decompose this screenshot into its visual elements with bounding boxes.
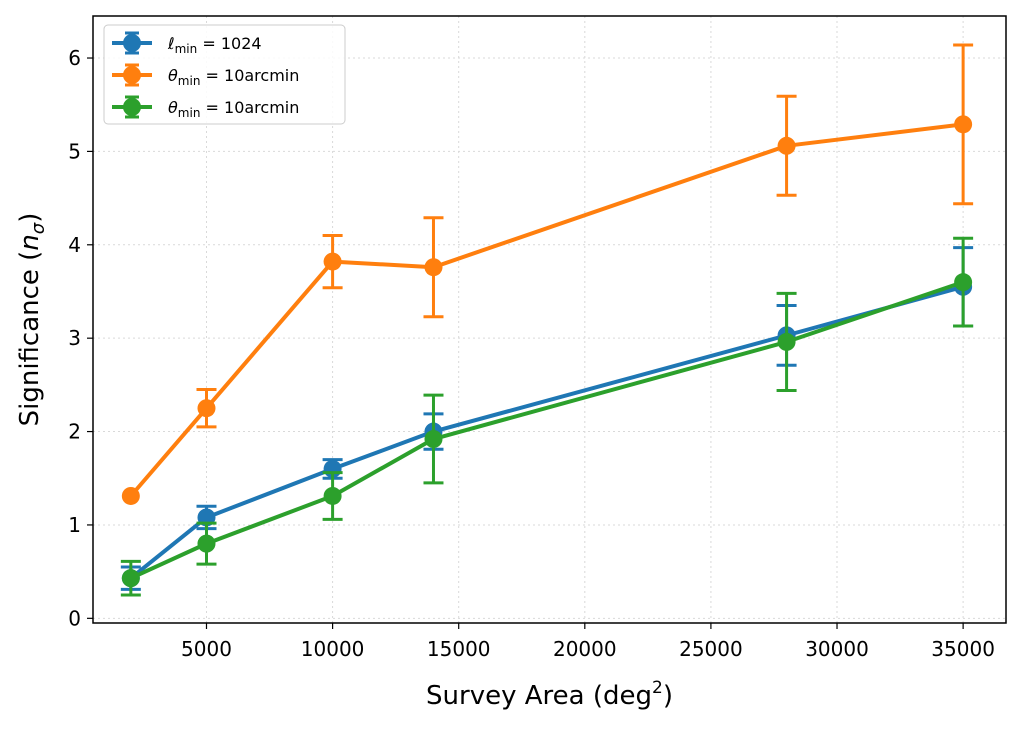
data-point bbox=[197, 399, 216, 418]
legend-swatch-marker bbox=[123, 34, 141, 52]
legend-label: θmin = 10arcmin bbox=[168, 98, 299, 120]
x-tick-label: 30000 bbox=[805, 637, 869, 661]
data-point bbox=[323, 252, 342, 271]
legend-item: ℓmin = 1024 bbox=[112, 31, 262, 56]
data-point bbox=[424, 430, 443, 449]
series-line bbox=[129, 284, 964, 580]
y-tick-label: 3 bbox=[68, 326, 81, 350]
x-tick-label: 35000 bbox=[931, 637, 995, 661]
series-3 bbox=[120, 236, 974, 597]
y-tick-label: 0 bbox=[68, 606, 81, 630]
legend-item: θmin = 10arcmin bbox=[112, 95, 299, 120]
data-point bbox=[323, 486, 342, 505]
series-2 bbox=[121, 43, 974, 505]
y-tick-label: 1 bbox=[68, 513, 81, 537]
data-point bbox=[424, 258, 443, 277]
x-axis-label: Survey Area (deg2) bbox=[426, 678, 673, 711]
series-line bbox=[130, 280, 964, 580]
plot-frame bbox=[92, 15, 1007, 624]
y-tick-label: 2 bbox=[68, 420, 81, 444]
y-tick-label: 5 bbox=[68, 139, 81, 163]
y-axis-label: Significance (nσ) bbox=[15, 213, 49, 427]
legend-swatch-marker bbox=[123, 66, 141, 84]
y-tick-label: 4 bbox=[68, 233, 81, 257]
legend-label: ℓmin = 1024 bbox=[167, 34, 262, 56]
data-point bbox=[954, 273, 973, 292]
x-tick-label: 10000 bbox=[301, 637, 365, 661]
data-point bbox=[777, 332, 796, 351]
legend-box bbox=[103, 24, 346, 125]
data-point bbox=[197, 534, 216, 553]
legend-item: θmin = 10arcmin bbox=[112, 63, 299, 88]
data-point bbox=[777, 136, 796, 155]
x-tick-label: 15000 bbox=[427, 637, 491, 661]
y-tick-label: 6 bbox=[68, 46, 81, 70]
x-tick-label: 25000 bbox=[679, 637, 743, 661]
series-line bbox=[129, 122, 964, 498]
x-tick-label: 20000 bbox=[553, 637, 617, 661]
x-tick-label: 5000 bbox=[181, 637, 232, 661]
legend-swatch-marker bbox=[123, 98, 141, 116]
legend: ℓmin = 1024 θmin = 10arcmin θmin = 10arcmi… bbox=[103, 24, 346, 125]
grid bbox=[93, 16, 1006, 623]
data-point bbox=[954, 115, 973, 134]
data-point bbox=[121, 569, 140, 588]
series-layer bbox=[120, 43, 974, 597]
legend-label: θmin = 10arcmin bbox=[168, 66, 299, 88]
data-point bbox=[121, 486, 140, 505]
axis-ticks: 5000 10000 15000 20000 25000 30000 35000 0 1 2 3 4 5… bbox=[68, 46, 995, 661]
